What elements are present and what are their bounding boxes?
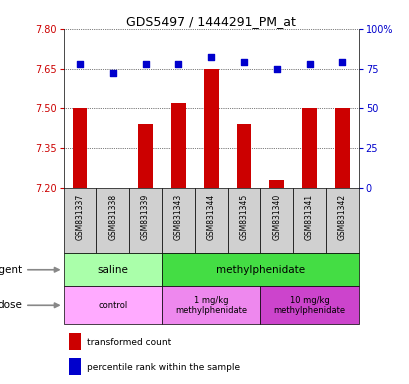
Point <box>175 61 181 67</box>
Bar <box>138 124 153 188</box>
Text: methylphenidate: methylphenidate <box>215 265 304 275</box>
Bar <box>260 286 358 324</box>
Bar <box>162 188 194 253</box>
Bar <box>171 103 185 188</box>
Point <box>338 59 345 65</box>
Bar <box>69 358 81 375</box>
Bar <box>69 333 81 349</box>
Title: GDS5497 / 1444291_PM_at: GDS5497 / 1444291_PM_at <box>126 15 295 28</box>
Bar <box>301 108 316 188</box>
Point <box>273 66 279 72</box>
Point <box>109 70 116 76</box>
Text: GSM831339: GSM831339 <box>141 194 150 240</box>
Text: GSM831341: GSM831341 <box>304 194 313 240</box>
Bar <box>63 253 162 286</box>
Text: agent: agent <box>0 265 59 275</box>
Text: GSM831344: GSM831344 <box>206 194 215 240</box>
Bar <box>96 188 129 253</box>
Bar <box>325 188 358 253</box>
Bar <box>72 108 87 188</box>
Bar <box>162 286 260 324</box>
Bar <box>203 69 218 188</box>
Point <box>142 61 148 67</box>
Point <box>306 61 312 67</box>
Bar <box>194 188 227 253</box>
Bar <box>129 188 162 253</box>
Text: 10 mg/kg
methylphenidate: 10 mg/kg methylphenidate <box>273 296 345 315</box>
Point <box>240 59 247 65</box>
Bar <box>260 188 292 253</box>
Bar <box>334 108 349 188</box>
Text: GSM831337: GSM831337 <box>75 194 84 240</box>
Bar <box>236 124 251 188</box>
Text: GSM831343: GSM831343 <box>173 194 182 240</box>
Bar <box>63 286 162 324</box>
Text: GSM831345: GSM831345 <box>239 194 248 240</box>
Text: saline: saline <box>97 265 128 275</box>
Text: transformed count: transformed count <box>87 338 171 347</box>
Text: control: control <box>98 301 127 310</box>
Text: GSM831340: GSM831340 <box>272 194 281 240</box>
Bar <box>292 188 325 253</box>
Text: 1 mg/kg
methylphenidate: 1 mg/kg methylphenidate <box>175 296 247 315</box>
Point <box>76 61 83 67</box>
Text: percentile rank within the sample: percentile rank within the sample <box>87 363 240 372</box>
Text: GSM831338: GSM831338 <box>108 194 117 240</box>
Text: GSM831342: GSM831342 <box>337 194 346 240</box>
Bar <box>63 188 96 253</box>
Bar <box>227 188 260 253</box>
Point <box>207 55 214 61</box>
Bar <box>162 253 358 286</box>
Text: dose: dose <box>0 300 59 310</box>
Bar <box>269 180 283 188</box>
